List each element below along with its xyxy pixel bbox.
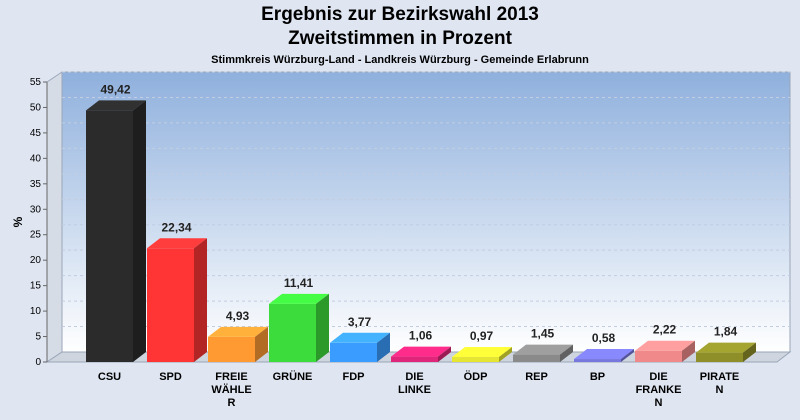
category-label: CSU [98, 371, 121, 383]
bar-front [269, 303, 316, 362]
bar-front [452, 357, 499, 362]
category-label: BP [590, 371, 605, 383]
bar-side [621, 349, 634, 362]
bar-top [574, 349, 634, 360]
bar-side [560, 344, 573, 362]
category-label: DIE FRANKE N [636, 371, 682, 409]
bar-value-label: 2,22 [653, 323, 677, 337]
bar-front [86, 110, 133, 362]
bar-front [330, 342, 377, 362]
bar-top [513, 344, 573, 355]
category-label: ÖDP [464, 370, 488, 383]
y-tick-label: 0 [35, 357, 41, 368]
bar-side [316, 293, 329, 362]
category-label: REP [525, 371, 548, 383]
y-tick-label: 15 [30, 281, 42, 292]
bar-value-label: 3,77 [348, 315, 372, 329]
category-label: FREIE WÄHLE R [211, 371, 251, 409]
bar-front [574, 359, 621, 362]
bar-front [513, 354, 560, 362]
bar-side [438, 346, 451, 362]
bar-top [391, 346, 451, 357]
bar-side [255, 326, 268, 362]
plot-side-wall [46, 71, 63, 363]
y-tick-label: 45 [30, 128, 42, 139]
y-tick-label: 20 [30, 255, 42, 266]
bar-value-label: 0,97 [470, 329, 494, 343]
bar-side [194, 238, 207, 362]
y-axis-label: % [11, 216, 25, 227]
category-label: SPD [159, 371, 182, 383]
y-tick-label: 55 [30, 77, 42, 88]
y-tick-label: 25 [30, 230, 42, 241]
bar-front [635, 350, 682, 362]
bar-side [377, 332, 390, 362]
bar-value-label: 0,58 [592, 331, 616, 345]
bar-value-label: 1,45 [531, 327, 555, 341]
bar-side [133, 100, 146, 362]
bar-top [696, 342, 756, 353]
bar-side [499, 347, 512, 362]
bar-front [696, 352, 743, 362]
category-label: DIE LINKE [398, 371, 431, 396]
bar-top [147, 238, 207, 249]
bar-top [208, 326, 268, 337]
bar-value-label: 11,41 [284, 276, 314, 290]
bar-value-label: 22,34 [161, 220, 191, 234]
chart-subtitle-line: Zweitstimmen in Prozent [288, 28, 512, 49]
bar-side [743, 342, 756, 362]
bar-top [452, 347, 512, 358]
chart-title: Ergebnis zur Bezirkswahl 2013 [261, 4, 539, 25]
bar-side [682, 340, 695, 362]
y-tick-label: 10 [30, 306, 42, 317]
bar-top [269, 293, 329, 304]
category-label: GRÜNE [273, 370, 313, 383]
bar-front [147, 248, 194, 362]
bar-front [208, 336, 255, 362]
bar-top [635, 340, 695, 351]
bar-front [391, 356, 438, 362]
bar-value-label: 1,06 [409, 329, 433, 343]
y-tick-label: 30 [30, 204, 42, 215]
bar-value-label: 1,84 [714, 325, 738, 339]
y-tick-label: 35 [30, 179, 42, 190]
bar-top [330, 332, 390, 343]
bar-value-label: 49,42 [100, 82, 130, 96]
bar-value-label: 4,93 [226, 309, 250, 323]
y-tick-label: 50 [30, 102, 42, 113]
category-label: PIRATE N [700, 371, 740, 396]
y-tick-label: 5 [35, 332, 41, 343]
chart-subtitle: Stimmkreis Würzburg-Land - Landkreis Wür… [211, 54, 589, 66]
y-tick-label: 40 [30, 153, 42, 164]
category-label: FDP [343, 371, 365, 383]
bar-top [86, 100, 146, 111]
